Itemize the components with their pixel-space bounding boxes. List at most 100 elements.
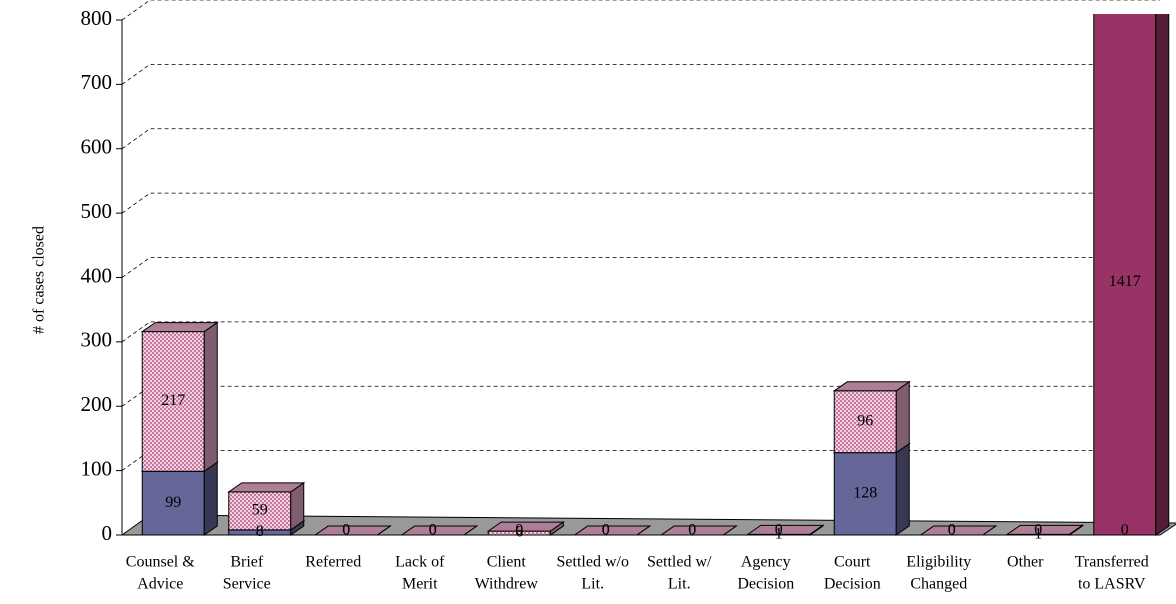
grid-line xyxy=(121,0,1160,21)
x-tick-label: Settled w/o xyxy=(557,554,629,571)
bar-top xyxy=(659,525,738,536)
bar xyxy=(313,525,392,536)
bar xyxy=(140,321,219,473)
value-label: 59 xyxy=(252,502,268,519)
value-label: 99 xyxy=(165,494,181,511)
value-label: 1417 xyxy=(1109,273,1141,290)
y-tick-label: 300 xyxy=(81,328,113,352)
grid-line xyxy=(121,192,1160,214)
x-tick-label: Brief xyxy=(230,554,264,571)
y-tick-label: 400 xyxy=(81,263,113,287)
bar-top xyxy=(1005,524,1084,535)
value-label: 1 xyxy=(775,525,783,542)
bar xyxy=(832,442,911,536)
bar xyxy=(573,525,652,536)
x-tick-label: Service xyxy=(223,576,271,593)
grid-line xyxy=(121,63,1160,85)
x-tick-label: Changed xyxy=(910,576,967,593)
value-label: 0 xyxy=(342,522,350,539)
bar xyxy=(746,524,825,536)
value-label: 0 xyxy=(948,522,956,539)
x-tick-label: Court xyxy=(834,554,871,571)
value-label: 96 xyxy=(857,412,873,429)
bar-top xyxy=(227,482,306,493)
grid-line xyxy=(121,321,1160,343)
y-axis-label: # of cases closed xyxy=(31,226,48,334)
y-tick-label: 0 xyxy=(102,521,113,545)
bar-top xyxy=(832,381,911,392)
y-tick-label: 800 xyxy=(81,6,113,30)
grid-line xyxy=(121,450,1160,471)
x-tick-label: Lit. xyxy=(581,576,604,593)
y-tick-label: 500 xyxy=(81,199,113,223)
x-tick-label: Lack of xyxy=(395,554,445,571)
y-tick-label: 200 xyxy=(81,392,113,416)
x-tick-label: Lit. xyxy=(668,576,691,593)
value-label: 0 xyxy=(342,522,350,539)
value-label: 0 xyxy=(602,522,610,539)
bar-top xyxy=(919,525,998,536)
x-tick-label: to LASRV xyxy=(1078,576,1146,593)
y-tick-label: 600 xyxy=(81,135,113,159)
x-tick-label: Settled w/ xyxy=(647,554,712,571)
x-tick-label: Other xyxy=(1007,554,1044,571)
bar xyxy=(1093,14,1170,536)
value-label: 217 xyxy=(161,392,185,409)
value-label: 0 xyxy=(1121,522,1129,539)
grid-line xyxy=(121,257,1160,278)
value-label: 6 xyxy=(515,524,523,541)
bar-side xyxy=(895,442,910,536)
value-label: 128 xyxy=(853,484,877,501)
bar xyxy=(486,521,565,536)
bar-front xyxy=(141,331,205,472)
x-tick-label: Transferred xyxy=(1075,554,1149,571)
grid-line xyxy=(121,385,1160,407)
x-tick-label: Eligibility xyxy=(906,554,971,571)
value-label: 8 xyxy=(256,523,264,540)
bar xyxy=(659,525,738,536)
value-label: 0 xyxy=(515,522,523,539)
x-tick-label: Referred xyxy=(305,554,361,571)
x-tick-label: Decision xyxy=(824,576,881,593)
bars xyxy=(140,14,1171,536)
value-label: 0 xyxy=(1034,522,1042,539)
bar xyxy=(1005,524,1084,536)
bar-front xyxy=(141,470,205,536)
bar-top xyxy=(486,521,565,532)
bar xyxy=(400,525,479,536)
bar-top xyxy=(313,525,392,536)
value-label: 0 xyxy=(775,522,783,539)
bar-front xyxy=(228,491,292,531)
bar-front xyxy=(833,452,897,536)
bar-side xyxy=(895,380,910,454)
value-label: 0 xyxy=(688,522,696,539)
y-tick-label: 700 xyxy=(81,70,113,94)
grid-line xyxy=(121,128,1160,150)
bar-top xyxy=(746,524,825,535)
bar xyxy=(832,380,911,454)
bar-side xyxy=(203,461,218,536)
bar xyxy=(919,525,998,536)
x-tick-label: Decision xyxy=(737,576,794,593)
y-tick-label: 100 xyxy=(81,456,113,480)
bar xyxy=(227,481,306,531)
bar-side xyxy=(203,321,218,473)
x-tick-label: Counsel & xyxy=(126,554,195,571)
bar-top xyxy=(400,525,479,536)
x-tick-label: Withdrew xyxy=(475,576,539,593)
x-tick-label: Agency xyxy=(741,554,791,571)
value-label: 0 xyxy=(602,522,610,539)
value-label: 0 xyxy=(429,522,437,539)
bar-top xyxy=(140,322,219,333)
bar-side xyxy=(1155,14,1170,536)
x-tick-label: Advice xyxy=(137,576,183,593)
value-label: 1 xyxy=(1034,525,1042,542)
value-label: 0 xyxy=(429,522,437,539)
bar-top xyxy=(573,525,652,536)
x-tick-label: Client xyxy=(487,554,527,571)
value-label: 0 xyxy=(948,522,956,539)
bar-front xyxy=(1093,14,1157,536)
value-label: 0 xyxy=(688,522,696,539)
